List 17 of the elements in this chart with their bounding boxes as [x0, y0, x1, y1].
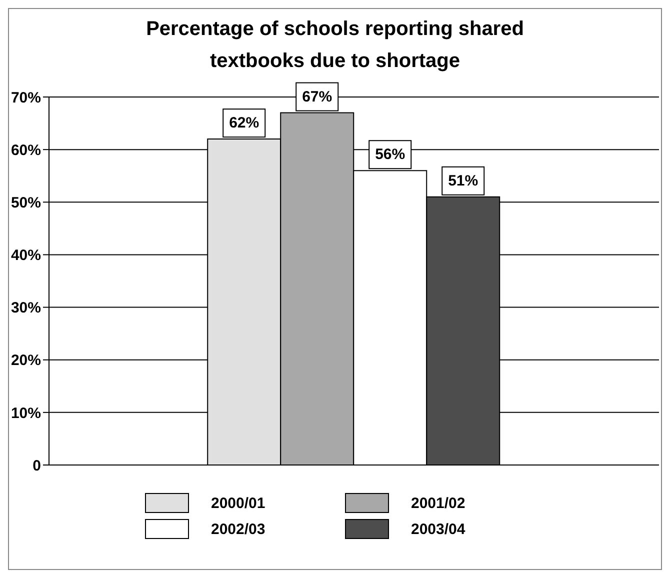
y-tick-label: 0: [32, 457, 41, 474]
y-tick-label: 10%: [10, 404, 41, 422]
chart-title: Percentage of schools reporting shared textbooks due to shortage: [145, 17, 525, 74]
y-tick-label: 50%: [10, 194, 41, 212]
y-tick-label: 60%: [10, 142, 41, 159]
legend-label: 2000/01: [211, 494, 266, 512]
data-label: 62%: [229, 114, 260, 132]
data-label: 56%: [375, 146, 406, 164]
y-tick-label: 40%: [10, 247, 41, 264]
legend-label: 2002/03: [211, 520, 266, 538]
y-tick-label: 70%: [10, 89, 41, 106]
legend-label: 2003/04: [411, 520, 466, 538]
y-tick-label: 30%: [10, 300, 41, 317]
legend-label: 2001/02: [411, 494, 466, 512]
data-label: 51%: [448, 172, 478, 190]
data-label: 67%: [302, 88, 332, 106]
y-tick-label: 20%: [10, 352, 41, 370]
